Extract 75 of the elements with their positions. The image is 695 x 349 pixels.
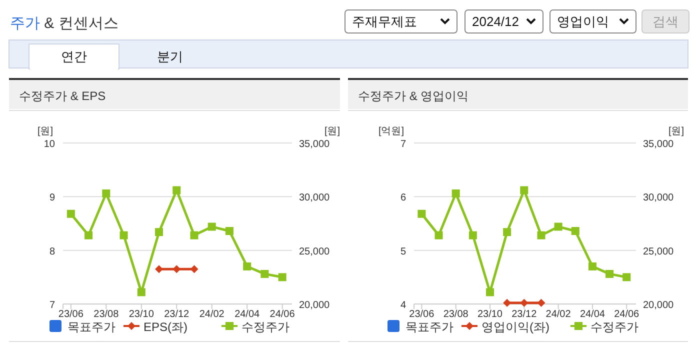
legend-label: 목표주가 (68, 320, 116, 334)
legend-label: EPS(좌) (144, 320, 188, 334)
text: 주가 & 컨센서스 (10, 15, 118, 32)
y2-tick-label: 35,000 (643, 139, 674, 150)
point (137, 288, 146, 296)
point (571, 227, 580, 236)
text: 영업이익 (557, 14, 609, 29)
legend-label: 목표주가 (406, 320, 454, 334)
x-tick-label: 24/06 (270, 309, 296, 320)
x-tick-label: 23/08 (94, 309, 120, 320)
text: 검색 (652, 14, 678, 29)
x-tick-label: 23/06 (58, 309, 84, 320)
y2-tick-label: 25,000 (643, 246, 674, 258)
y2-tick-label: 25,000 (299, 246, 330, 258)
point (554, 222, 562, 231)
x-tick-label: 23/06 (409, 309, 435, 320)
chart-title: 수정주가 & EPS (19, 89, 106, 103)
text: 분기 (157, 49, 183, 64)
point (468, 231, 477, 240)
x-tick-label: 24/04 (580, 309, 606, 320)
point (66, 210, 75, 218)
x-tick-label: 23/10 (128, 309, 154, 320)
legend-label: 영업이익(좌) (482, 320, 550, 334)
text: 연간 (61, 49, 87, 64)
point (418, 210, 426, 218)
y-tick-label: 8 (49, 246, 56, 258)
y2-axis-title: [원] (324, 126, 340, 137)
point (588, 262, 596, 270)
y2-tick-label: 30,000 (299, 192, 330, 204)
point (225, 227, 234, 236)
point (190, 231, 198, 240)
point (520, 186, 528, 194)
point (606, 270, 614, 278)
x-tick-label: 24/04 (234, 309, 260, 320)
y2-tick-label: 20,000 (299, 300, 330, 311)
text: 2024/12 (472, 14, 519, 29)
point (537, 231, 546, 240)
point (622, 273, 631, 282)
y-axis-title: [억원] (378, 126, 404, 137)
chart-title: 수정주가 & 영업이익 (358, 89, 469, 103)
legend-label: 수정주가 (590, 320, 638, 334)
x-tick-label: 23/10 (477, 309, 503, 320)
point (503, 228, 512, 236)
y-tick-label: 5 (400, 246, 406, 258)
y-tick-label: 7 (49, 300, 56, 311)
y-tick-label: 10 (44, 139, 56, 150)
point (120, 231, 128, 240)
x-tick-label: 23/12 (512, 309, 538, 320)
y-tick-label: 7 (400, 139, 406, 150)
point (278, 273, 286, 282)
text: 주재무제표 (352, 14, 417, 29)
x-tick-label: 23/12 (164, 309, 190, 320)
point (84, 231, 93, 240)
y-tick-label: 4 (400, 300, 406, 311)
point (486, 288, 494, 296)
legend-label: 수정주가 (242, 320, 290, 334)
point (243, 262, 252, 270)
point (102, 189, 110, 198)
point (452, 189, 460, 198)
y-axis-title: [원] (37, 126, 54, 137)
y2-axis-title: [원] (668, 126, 684, 137)
y2-tick-label: 20,000 (643, 300, 674, 311)
y-tick-label: 9 (49, 192, 56, 204)
point (434, 231, 443, 240)
point (260, 270, 269, 278)
x-tick-label: 24/06 (614, 309, 640, 320)
point (208, 222, 216, 231)
x-tick-label: 24/02 (546, 309, 572, 320)
point (155, 228, 164, 236)
y-tick-label: 6 (400, 192, 406, 204)
y2-tick-label: 35,000 (299, 139, 330, 150)
y2-tick-label: 30,000 (643, 192, 674, 204)
x-tick-label: 24/02 (199, 309, 225, 320)
point (172, 186, 181, 194)
x-tick-label: 23/08 (443, 309, 469, 320)
